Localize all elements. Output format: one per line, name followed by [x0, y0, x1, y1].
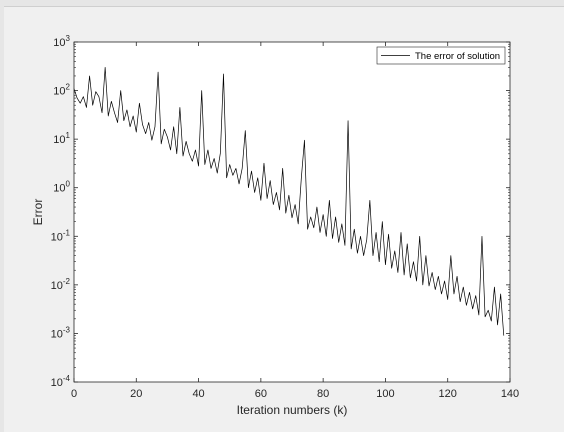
- window-top-border: [0, 0, 564, 7]
- y-tick-label: 10-2: [51, 277, 71, 292]
- x-tick-label: 20: [130, 388, 142, 400]
- x-tick-label: 100: [376, 388, 394, 400]
- y-tick-label: 10-1: [51, 228, 71, 243]
- legend: The error of solution: [376, 46, 506, 65]
- legend-entry-label: The error of solution: [415, 51, 500, 62]
- x-tick-label: 60: [255, 388, 267, 400]
- y-axis-label: Error: [31, 199, 45, 226]
- x-tick-label: 120: [439, 388, 457, 400]
- y-tick-label: 102: [53, 83, 70, 98]
- y-tick-label: 10-4: [51, 374, 71, 389]
- x-tick-label: 0: [71, 388, 77, 400]
- y-tick-label: 103: [53, 34, 70, 49]
- series-layer: [73, 67, 505, 336]
- series-line-0: [73, 67, 505, 336]
- plot-area: [74, 42, 510, 382]
- x-tick-label: 80: [317, 388, 329, 400]
- y-tick-label: 100: [53, 180, 70, 195]
- tick-layer: 0 20 40 60 80 100 120 140 10-4 10-3 10-2 10-1 100 101…: [51, 34, 520, 400]
- x-axis-label: Iteration numbers (k): [237, 403, 348, 417]
- x-tick-label: 40: [192, 388, 204, 400]
- window-left-border: [0, 6, 4, 432]
- axes-box: [73, 41, 511, 383]
- x-tick-label: 140: [501, 388, 519, 400]
- y-tick-label: 101: [53, 131, 70, 146]
- y-tick-label: 10-3: [51, 325, 71, 340]
- legend-box: [376, 46, 506, 65]
- label-layer: Iteration numbers (k) Error: [31, 199, 347, 417]
